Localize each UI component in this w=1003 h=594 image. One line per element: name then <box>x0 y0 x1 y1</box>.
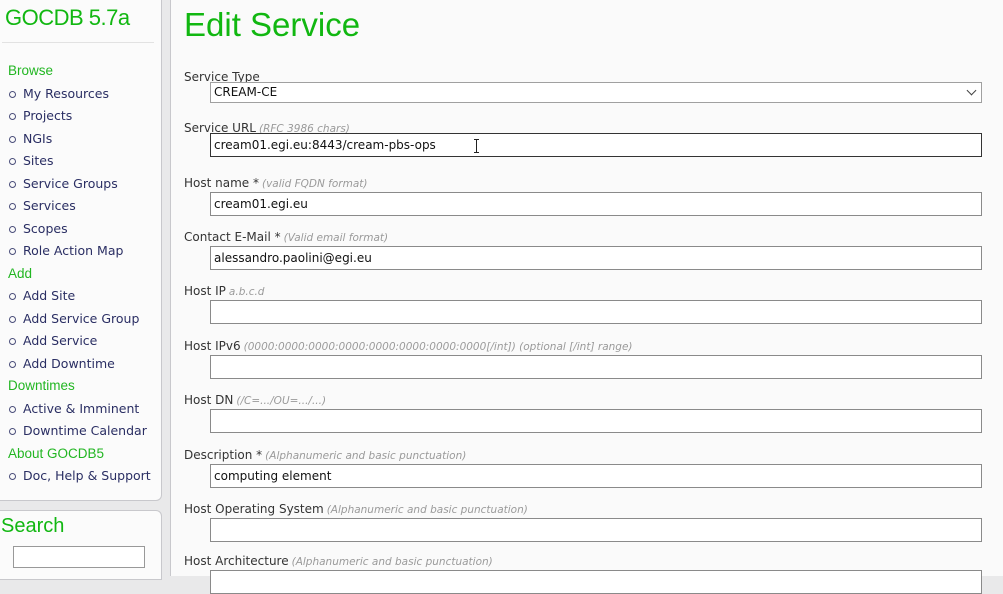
sidebar-item-doc-help-support[interactable]: Doc, Help & Support <box>0 465 160 488</box>
sidebar-item-active-imminent[interactable]: Active & Imminent <box>0 398 160 421</box>
form-field: Host name * (valid FQDN format) cream01.eg… <box>184 175 984 216</box>
label-text: Description * <box>184 448 263 462</box>
field-label: Host Architecture (Alphanumeric and basic… <box>184 553 984 571</box>
field-hint: (Alphanumeric and basic punctuation) <box>326 504 528 516</box>
sidebar-section-title: About GOCDB5 <box>8 445 105 461</box>
form-field: Service URL (RFC 3986 chars) cream01.egi.e… <box>184 120 984 157</box>
description-input[interactable]: computing element <box>210 464 982 488</box>
label-text: Service URL <box>184 121 256 135</box>
label-text: Host DN <box>184 393 234 407</box>
form-field: Service Type CREAM-CE <box>184 69 984 103</box>
form-field: Description * (Alphanumeric and basic pun… <box>184 447 984 488</box>
field-label: Service Type <box>184 69 984 87</box>
brand-logo[interactable]: GOCDB 5.7a <box>5 5 130 30</box>
form-field: Contact E-Mail * (Valid email format) ales… <box>184 229 984 270</box>
host-ip-input[interactable] <box>210 300 982 324</box>
form-field: Host Operating System (Alphanumeric and b… <box>184 501 984 542</box>
sidebar-item-scopes[interactable]: Scopes <box>0 218 160 241</box>
form-field: Host DN (/C=.../OU=.../...) <box>184 392 984 433</box>
sidebar-item-add-service-group[interactable]: Add Service Group <box>0 308 160 331</box>
label-text: Service Type <box>184 70 260 84</box>
sidebar-nav: Browse My Resources Projects NGIs Sites Servi… <box>0 60 160 488</box>
form-field: Host Architecture (Alphanumeric and basic… <box>184 553 984 594</box>
field-label: Host IP a.b.c.d <box>184 283 984 301</box>
field-hint: (/C=.../OU=.../...) <box>236 395 327 407</box>
service-url-input[interactable]: cream01.egi.eu:8443/cream-pbs-ops <box>210 133 982 157</box>
search-title: Search <box>1 515 65 537</box>
chevron-down-icon <box>966 85 977 96</box>
host-ipv6-input[interactable] <box>210 355 982 379</box>
sidebar-item-downtime-calendar[interactable]: Downtime Calendar <box>0 420 160 443</box>
sidebar-item-service-groups[interactable]: Service Groups <box>0 173 160 196</box>
field-hint: a.b.c.d <box>228 286 265 298</box>
field-hint: (Alphanumeric and basic punctuation) <box>291 556 493 568</box>
host-name-input[interactable]: cream01.egi.eu <box>210 192 982 216</box>
sidebar: GOCDB 5.7a Browse My Resources Projects NGI… <box>0 0 162 501</box>
field-value: CREAM-CE <box>214 85 278 99</box>
label-text: Host Architecture <box>184 554 289 568</box>
field-label: Description * (Alphanumeric and basic pun… <box>184 447 984 465</box>
field-hint: (Alphanumeric and basic punctuation) <box>265 450 467 462</box>
host-dn-input[interactable] <box>210 409 982 433</box>
label-text: Host IPv6 <box>184 339 241 353</box>
sidebar-item-add-site[interactable]: Add Site <box>0 285 160 308</box>
field-value: cream01.egi.eu <box>214 197 308 211</box>
form-field: Host IP a.b.c.d <box>184 283 984 324</box>
field-hint: (valid FQDN format) <box>261 178 368 190</box>
label-text: Host Operating System <box>184 502 324 516</box>
host-operating-system-input[interactable] <box>210 518 982 542</box>
field-hint: (RFC 3986 chars) <box>258 123 350 135</box>
text-cursor-icon <box>474 139 479 153</box>
sidebar-item-ngis[interactable]: NGIs <box>0 128 160 151</box>
divider <box>2 42 154 43</box>
sidebar-section-title: Downtimes <box>8 378 75 393</box>
sidebar-item-services[interactable]: Services <box>0 195 160 218</box>
field-label: Service URL (RFC 3986 chars) <box>184 120 984 138</box>
sidebar-item-projects[interactable]: Projects <box>0 105 160 128</box>
search-panel: Search <box>0 510 162 580</box>
field-hint: (Valid email format) <box>283 232 389 244</box>
sidebar-item-role-action-map[interactable]: Role Action Map <box>0 240 160 263</box>
field-label: Contact E-Mail * (Valid email format) <box>184 229 984 247</box>
sidebar-item-sites[interactable]: Sites <box>0 150 160 173</box>
service-type-select[interactable]: CREAM-CE <box>210 82 982 103</box>
field-label: Host Operating System (Alphanumeric and b… <box>184 501 984 519</box>
field-label: Host name * (valid FQDN format) <box>184 175 984 193</box>
field-value: alessandro.paolini@egi.eu <box>214 251 372 265</box>
label-text: Host name * <box>184 176 259 190</box>
field-value: computing element <box>214 469 332 483</box>
form-field: Host IPv6 (0000:0000:0000:0000:0000:0000:… <box>184 338 984 379</box>
sidebar-section-title: Add <box>8 265 33 281</box>
host-architecture-input[interactable] <box>210 570 982 594</box>
page-title: Edit Service <box>184 6 361 43</box>
field-value: cream01.egi.eu:8443/cream-pbs-ops <box>214 138 436 152</box>
field-hint: (0000:0000:0000:0000:0000:0000:0000:0000… <box>243 341 633 353</box>
sidebar-item-add-downtime[interactable]: Add Downtime <box>0 353 160 376</box>
label-text: Host IP <box>184 284 226 298</box>
sidebar-item-add-service[interactable]: Add Service <box>0 330 160 353</box>
main-content: Edit Service Service Type CREAM-CE Service… <box>170 0 1003 594</box>
sidebar-section-title: Browse <box>8 63 54 78</box>
field-label: Host IPv6 (0000:0000:0000:0000:0000:0000:… <box>184 338 984 356</box>
sidebar-item-my-resources[interactable]: My Resources <box>0 83 160 106</box>
label-text: Contact E-Mail * <box>184 230 281 244</box>
contact-e-mail-input[interactable]: alessandro.paolini@egi.eu <box>210 246 982 270</box>
field-label: Host DN (/C=.../OU=.../...) <box>184 392 984 410</box>
search-input[interactable] <box>13 546 145 568</box>
